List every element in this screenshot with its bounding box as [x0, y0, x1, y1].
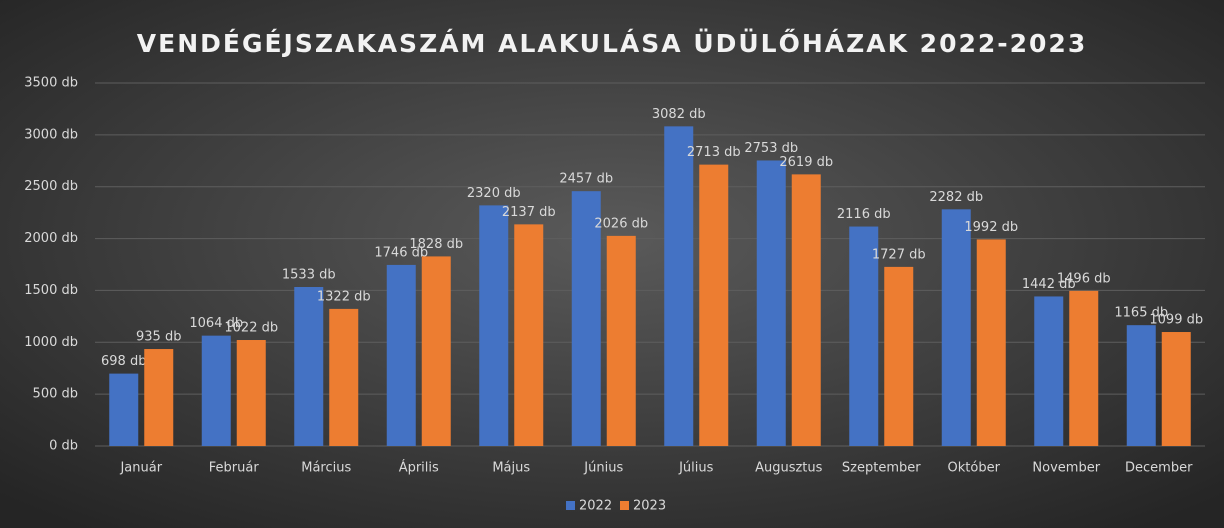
y-tick-label: 2500 db	[24, 179, 78, 194]
bar	[1161, 332, 1191, 446]
data-label: 1064 db	[189, 316, 243, 331]
data-label: 698 db	[101, 354, 146, 369]
bar	[479, 205, 509, 446]
bar	[1034, 296, 1064, 446]
bar	[421, 256, 451, 446]
data-label: 1496 db	[1057, 271, 1111, 286]
bar	[144, 349, 174, 446]
bar	[606, 235, 636, 446]
x-tick-label: December	[1125, 461, 1193, 476]
data-label: 1442 db	[1022, 277, 1076, 292]
data-label: 1165 db	[1114, 306, 1168, 321]
data-label: 3082 db	[652, 107, 706, 122]
bar	[571, 191, 601, 446]
bar	[791, 174, 821, 446]
bar	[386, 264, 416, 446]
x-tick-label: Február	[209, 461, 260, 476]
x-tick-label: Szeptember	[842, 461, 921, 476]
bar	[1069, 290, 1099, 446]
bar	[329, 308, 359, 446]
x-tick-label: Július	[678, 461, 714, 476]
data-label: 1322 db	[317, 289, 371, 304]
y-tick-label: 500 db	[33, 387, 78, 402]
bar	[941, 209, 971, 446]
bar	[109, 373, 139, 446]
bar	[1126, 325, 1156, 446]
data-label: 2457 db	[559, 172, 613, 187]
x-tick-label: Október	[948, 461, 1001, 476]
y-tick-label: 3500 db	[24, 76, 78, 91]
x-tick-label: Június	[583, 461, 623, 476]
data-label: 2713 db	[687, 145, 741, 160]
data-label: 1022 db	[224, 321, 278, 336]
legend-label: 2023	[633, 499, 666, 514]
legend-label: 2022	[579, 499, 612, 514]
bar	[294, 287, 324, 446]
chart-title: VENDÉGÉJSZAKASZÁM ALAKULÁSA ÜDÜLŐHÁZAK 2…	[137, 28, 1087, 58]
bar	[699, 164, 729, 446]
bar	[201, 335, 231, 446]
x-tick-label: Március	[301, 461, 351, 476]
data-label: 2282 db	[929, 190, 983, 205]
data-label: 1099 db	[1149, 313, 1203, 328]
bar	[514, 224, 544, 446]
data-label: 2026 db	[594, 216, 648, 231]
data-label: 1533 db	[282, 268, 336, 283]
bar	[884, 266, 914, 446]
legend-swatch	[620, 501, 629, 510]
bar	[976, 239, 1006, 446]
bar	[664, 126, 694, 446]
x-tick-label: Augusztus	[755, 461, 823, 476]
y-tick-label: 0 db	[49, 439, 78, 454]
bar	[236, 340, 266, 446]
data-label: 2753 db	[744, 141, 798, 156]
y-tick-label: 1500 db	[24, 283, 78, 298]
y-tick-label: 2000 db	[24, 231, 78, 246]
data-label: 2320 db	[467, 186, 521, 201]
legend-swatch	[566, 501, 575, 510]
data-label: 935 db	[136, 330, 181, 345]
bar	[849, 226, 879, 446]
y-tick-label: 1000 db	[24, 335, 78, 350]
data-label: 1727 db	[872, 247, 926, 262]
x-tick-label: November	[1032, 461, 1100, 476]
x-tick-label: Május	[492, 461, 530, 476]
x-tick-label: Április	[399, 460, 439, 476]
data-label: 1992 db	[964, 220, 1018, 235]
data-label: 2137 db	[502, 205, 556, 220]
data-label: 1746 db	[374, 245, 428, 260]
data-label: 2619 db	[779, 155, 833, 170]
x-tick-label: Január	[119, 461, 162, 476]
data-label: 1828 db	[409, 237, 463, 252]
y-tick-label: 3000 db	[24, 127, 78, 142]
bar	[756, 160, 786, 446]
data-label: 2116 db	[837, 207, 891, 222]
